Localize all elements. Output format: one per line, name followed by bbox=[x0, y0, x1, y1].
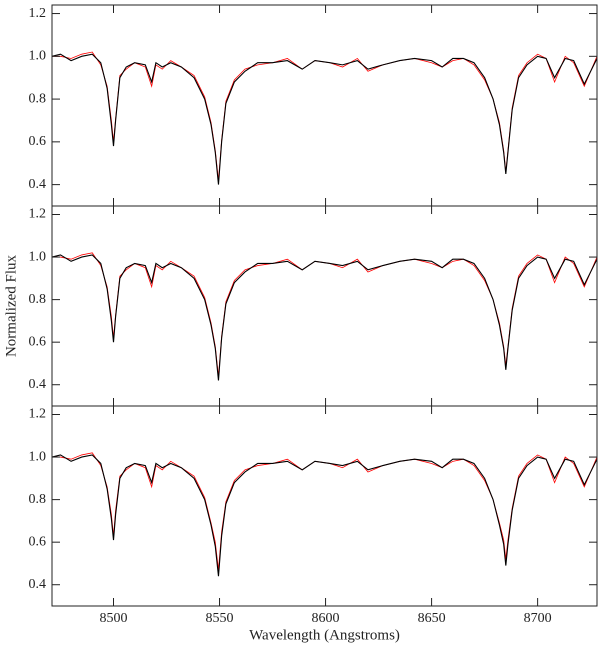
y-tick-label: 0.4 bbox=[29, 577, 47, 592]
x-tick-label: 8550 bbox=[206, 611, 234, 626]
spectrum-line bbox=[51, 53, 598, 185]
y-tick-label: 1.2 bbox=[29, 6, 47, 21]
panel-frame bbox=[51, 405, 598, 607]
y-tick-label: 0.8 bbox=[29, 91, 47, 106]
panel-frame bbox=[51, 4, 598, 207]
spectrum-line bbox=[52, 252, 598, 377]
x-tick-label: 8650 bbox=[418, 611, 446, 626]
y-tick-label: 0.6 bbox=[29, 534, 47, 549]
spectrum-line bbox=[51, 454, 598, 577]
x-axis-label: Wavelength (Angstroms) bbox=[249, 627, 400, 643]
x-tick-label: 8700 bbox=[524, 611, 552, 626]
y-tick-label: 1.2 bbox=[29, 207, 47, 222]
spectrum-line bbox=[52, 452, 598, 570]
panel-frame bbox=[51, 205, 598, 407]
y-axis-label: Normalized Flux bbox=[3, 254, 19, 357]
spectrum-line bbox=[51, 254, 598, 381]
x-tick-label: 8600 bbox=[312, 611, 340, 626]
y-tick-label: 1.2 bbox=[29, 407, 47, 422]
y-tick-label: 0.6 bbox=[29, 334, 47, 349]
y-tick-label: 0.8 bbox=[29, 492, 47, 507]
y-tick-label: 1.0 bbox=[29, 449, 47, 464]
y-tick-label: 1.0 bbox=[29, 49, 47, 64]
y-tick-label: 0.8 bbox=[29, 292, 47, 307]
y-tick-label: 1.0 bbox=[29, 249, 47, 264]
y-tick-label: 0.4 bbox=[29, 377, 47, 392]
x-tick-label: 8500 bbox=[99, 611, 127, 626]
y-tick-label: 0.4 bbox=[29, 177, 47, 192]
spectrum-line bbox=[52, 51, 598, 181]
y-tick-label: 0.6 bbox=[29, 134, 47, 149]
